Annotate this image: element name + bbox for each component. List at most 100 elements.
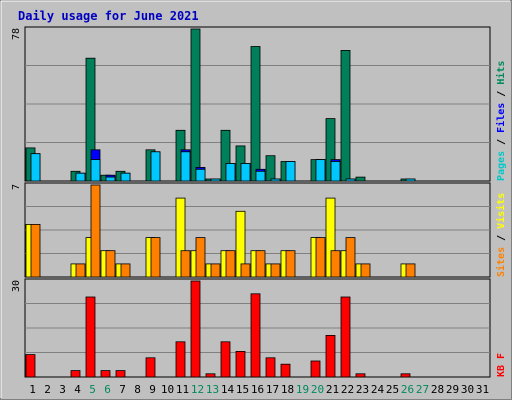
panel-middle-ylabel-part-0: Sites [495, 247, 507, 277]
bar-kb-f-day-6 [100, 370, 111, 378]
panel-bottom-max-label: 30 [11, 280, 22, 292]
panel-middle: 7 Sites / Visits [11, 182, 507, 278]
x-tick-label: 19 [296, 383, 309, 396]
bar-sites-day-9 [150, 237, 161, 278]
bar-hits-day-22 [340, 50, 351, 182]
bar-kb-f-day-20 [310, 360, 321, 378]
panel-middle-ylabel: Sites / Visits [495, 193, 507, 277]
x-tick-label: 17 [266, 383, 279, 396]
bar-kb-f-day-14 [220, 341, 231, 378]
x-tick-label: 25 [386, 383, 399, 396]
bar-kb-f-day-22 [340, 296, 351, 378]
bar-visits-day-11 [175, 197, 186, 278]
x-tick-label: 14 [221, 383, 235, 396]
panel-bottom: 30 KB F [11, 278, 507, 378]
x-tick-label: 26 [401, 383, 414, 396]
bar-hits-day-14 [220, 129, 231, 182]
chart-title: Daily usage for June 2021 [18, 9, 199, 23]
bar-sites-day-21 [330, 250, 341, 278]
bar-sites-day-13 [210, 263, 221, 278]
x-tick-label: 24 [371, 383, 385, 396]
x-tick-label: 4 [74, 383, 81, 396]
x-tick-label: 8 [134, 383, 141, 396]
bar-visits-day-21 [325, 197, 336, 278]
x-tick-label: 28 [431, 383, 444, 396]
bar-kb-f-day-15 [235, 350, 246, 378]
bar-pages-day-14 [225, 163, 236, 182]
x-tick-label: 2 [44, 383, 51, 396]
bar-visits-day-15 [235, 210, 246, 278]
bar-sites-day-11 [180, 250, 191, 278]
bar-hits-day-16 [250, 46, 261, 182]
x-tick-label: 30 [461, 383, 474, 396]
x-tick-label: 22 [341, 383, 354, 396]
x-tick-label: 15 [236, 383, 249, 396]
bar-sites-day-15 [240, 263, 251, 278]
bar-sites-day-26 [405, 263, 416, 278]
x-tick-label: 21 [326, 383, 339, 396]
bar-kb-f-day-1 [25, 354, 36, 378]
bar-pages-day-17 [270, 178, 281, 182]
bar-pages-day-15 [240, 163, 251, 182]
bar-sites-day-22 [345, 237, 356, 278]
x-tick-label: 5 [89, 383, 96, 396]
bar-kb-f-day-4 [70, 370, 81, 378]
x-tick-label: 1 [29, 383, 36, 396]
bar-kb-f-day-7 [115, 370, 126, 378]
bar-sites-day-7 [120, 263, 131, 278]
panel-top-ylabel-part-4: Hits [495, 61, 507, 85]
bar-pages-day-7 [120, 172, 131, 182]
bar-kb-f-day-16 [250, 293, 261, 378]
x-tick-label: 29 [446, 383, 459, 396]
panel-top-ylabel-part-1: / [496, 133, 507, 151]
bar-pages-day-21 [330, 161, 341, 182]
x-tick-label: 23 [356, 383, 369, 396]
bar-sites-day-20 [315, 237, 326, 278]
x-tick-label: 12 [191, 383, 204, 396]
bar-sites-day-4 [75, 263, 86, 278]
x-tick-label: 9 [149, 383, 156, 396]
bar-kb-f-day-23 [355, 373, 366, 378]
x-tick-label: 11 [176, 383, 189, 396]
x-tick-label: 3 [59, 383, 66, 396]
x-tick-label: 18 [281, 383, 294, 396]
bar-pages-day-16 [255, 170, 266, 182]
panel-middle-ylabel-part-2: Visits [495, 193, 507, 229]
bar-pages-day-22 [345, 178, 356, 182]
panel-top-ylabel-part-2: Files [495, 103, 507, 133]
bar-hits-day-12 [190, 28, 201, 182]
bar-pages-day-12 [195, 168, 206, 182]
bar-kb-f-day-5 [85, 296, 96, 378]
bar-kb-f-day-18 [280, 363, 291, 378]
x-tick-label: 6 [104, 383, 111, 396]
bar-pages-day-18 [285, 161, 296, 182]
bar-pages-day-26 [405, 178, 416, 182]
bar-hits-day-21 [325, 118, 336, 182]
bar-kb-f-day-26 [400, 373, 411, 378]
bar-pages-day-11 [180, 151, 191, 182]
bar-kb-f-day-9 [145, 357, 156, 378]
bar-kb-f-day-12 [190, 280, 201, 378]
panel-top-max-label: 78 [11, 28, 22, 40]
panel-middle-ylabel-part-1: / [496, 229, 507, 247]
x-tick-label: 27 [416, 383, 429, 396]
bar-kb-f-day-13 [205, 373, 216, 378]
bar-sites-day-18 [285, 250, 296, 278]
bar-hits-day-5 [85, 57, 96, 182]
panel-middle-max-label: 7 [11, 184, 22, 190]
bar-sites-day-16 [255, 250, 266, 278]
bar-hits-day-17 [265, 155, 276, 182]
bar-pages-day-20 [315, 159, 326, 182]
bar-sites-day-1 [30, 223, 41, 278]
panel-bottom-ylabel-part-0: KB F [496, 353, 507, 377]
bar-sites-day-23 [360, 263, 371, 278]
x-tick-label: 20 [311, 383, 324, 396]
x-tick-label: 7 [119, 383, 126, 396]
x-tick-label: 13 [206, 383, 219, 396]
bar-kb-f-day-21 [325, 334, 336, 378]
bar-kb-f-day-17 [265, 357, 276, 378]
panel-top-ylabel: Pages / Files / Hits [495, 61, 507, 181]
bar-hits-day-23 [355, 176, 366, 182]
